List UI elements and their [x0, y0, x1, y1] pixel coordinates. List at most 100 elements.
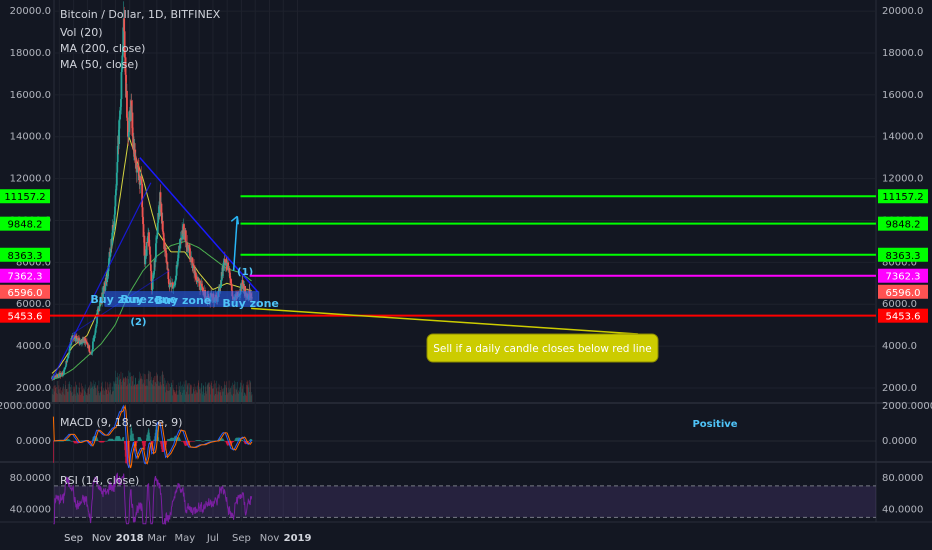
y-tick-label-right: 20000.0: [882, 6, 923, 17]
macd-hist-bar: [142, 441, 143, 446]
candle-body: [107, 266, 110, 272]
candle-body: [180, 239, 183, 241]
target-arrow-head: [230, 215, 240, 225]
candle-body: [227, 262, 230, 271]
candle-body: [225, 260, 228, 264]
macd-hist-bar: [192, 441, 194, 442]
candle-body: [220, 280, 223, 285]
macd-hist-bar: [113, 439, 115, 441]
macd-hist-bar: [115, 437, 116, 441]
candle-body: [167, 269, 170, 280]
macd-hist-bar: [201, 440, 202, 442]
macd-hist-bar: [251, 439, 253, 441]
rsi-tick-label-left: 80.0000: [10, 473, 51, 484]
macd-hist-bar: [172, 437, 174, 441]
candle-body: [165, 253, 168, 263]
candle-body: [86, 344, 89, 346]
price-badge-right: [878, 189, 928, 204]
macd-hist-bar: [200, 440, 202, 442]
macd-hist-bar: [91, 440, 93, 441]
macd-hist-bar: [231, 441, 233, 443]
annotation-two: (2): [130, 317, 146, 328]
macd-hist-bar: [207, 440, 208, 441]
macd-hist-bar: [119, 437, 121, 441]
candle-body: [63, 369, 65, 375]
y-tick-label-left: 8000.0: [16, 257, 51, 268]
candle-body: [228, 268, 231, 273]
candle-body: [91, 349, 94, 353]
candle-body: [153, 270, 155, 274]
y-tick-label-left: 4000.0: [16, 341, 51, 352]
macd-hist-bar: [207, 440, 209, 441]
y-tick-label-right: 2000.0: [882, 383, 917, 394]
candle-body: [116, 145, 119, 163]
rsi-tick-label-right: 80.0000: [882, 473, 923, 484]
macd-hist-bar: [70, 440, 71, 442]
price-badge-right: [878, 308, 928, 323]
macd-hist-bar: [137, 439, 138, 441]
macd-hist-bar: [104, 441, 106, 442]
candle-body: [137, 166, 140, 169]
candle-body: [160, 203, 163, 216]
candle-body: [86, 342, 88, 344]
candle-body: [84, 340, 87, 344]
macd-hist-bar: [191, 441, 193, 442]
macd-hist-bar: [234, 439, 236, 441]
macd-hist-bar: [223, 440, 225, 441]
candle-body: [131, 112, 134, 136]
macd-hist-bar: [108, 438, 110, 441]
price-badge-right: [878, 247, 928, 262]
candle-body: [109, 248, 112, 253]
macd-hist-bar: [171, 437, 173, 441]
macd-hist-bar: [161, 441, 163, 452]
candle-body: [165, 250, 167, 254]
candle-body: [153, 260, 156, 271]
macd-hist-bar: [167, 439, 169, 441]
price-badge-left-label: 7362.3: [8, 272, 43, 283]
macd-hist-bar: [120, 438, 121, 441]
macd-hist-bar: [247, 441, 249, 443]
macd-hist-bar: [243, 441, 245, 442]
candle-body: [172, 285, 175, 288]
buy-zone-band: [104, 291, 260, 307]
macd-hist-bar: [212, 440, 214, 442]
macd-hist-bar: [185, 441, 187, 446]
macd-hist-bar: [174, 436, 175, 441]
macd-hist-bar: [178, 437, 179, 441]
macd-hist-bar: [108, 439, 109, 441]
macd-hist-bar: [203, 440, 205, 442]
macd-hist-bar: [128, 441, 129, 463]
macd-hist-bar: [172, 437, 173, 441]
macd-hist-bar: [106, 441, 108, 442]
macd-hist-bar: [128, 441, 130, 454]
candle-body: [137, 165, 139, 167]
candle-body: [119, 106, 122, 111]
macd-hist-bar: [101, 441, 103, 443]
candle-body: [168, 284, 171, 288]
candle-body: [68, 353, 70, 355]
candle-body: [121, 45, 124, 56]
price-badge-right-label: 6596.0: [886, 288, 921, 299]
candle-body: [224, 261, 227, 266]
macd-hist-bar: [125, 441, 126, 464]
macd-hist-bar: [118, 436, 120, 441]
macd-hist-bar: [202, 441, 204, 442]
macd-hist-bar: [185, 441, 186, 446]
macd-hist-bar: [143, 441, 144, 450]
candle-body: [146, 237, 149, 243]
candle-body: [62, 374, 65, 376]
candle-body: [172, 287, 175, 289]
macd-hist-bar: [250, 439, 252, 441]
candle-body: [75, 336, 78, 340]
macd-hist-bar: [153, 439, 155, 441]
price-badge-right-label: 7362.3: [886, 272, 921, 283]
candle-body: [136, 170, 138, 173]
macd-hist-bar: [170, 438, 172, 441]
macd-hist-bar: [148, 429, 150, 441]
candle-body: [178, 249, 180, 253]
macd-hist-bar: [59, 441, 61, 442]
candle-body: [176, 261, 179, 266]
macd-hist-bar: [113, 440, 115, 441]
macd-hist-bar: [103, 441, 104, 443]
macd-hist-bar: [225, 441, 227, 443]
